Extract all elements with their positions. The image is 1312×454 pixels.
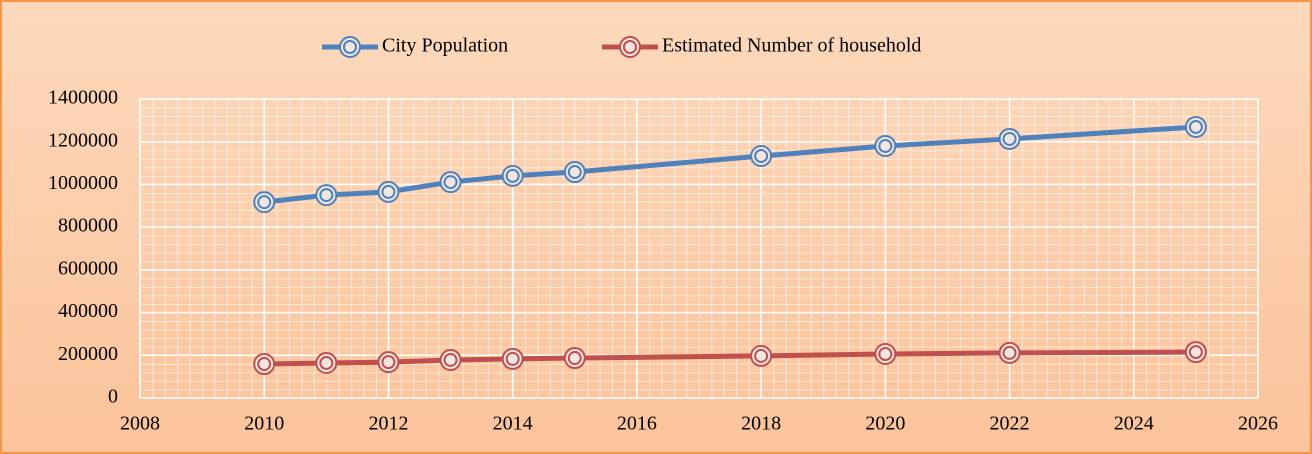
point: [439, 348, 462, 371]
series-line: [263, 124, 1197, 205]
legend-label: Estimated Number of household: [662, 35, 921, 57]
y-tick-label: 1400000: [48, 87, 118, 109]
point-ring: [501, 164, 524, 187]
point-ring: [377, 351, 400, 374]
x-tick-label: 2010: [244, 413, 284, 435]
point-ring: [567, 165, 582, 180]
point: [874, 343, 897, 366]
legend-marker: [619, 36, 641, 58]
point: [253, 191, 276, 214]
point: [315, 184, 338, 207]
x-tick-label: 2008: [120, 413, 160, 435]
point-ring: [505, 351, 520, 366]
x-tick-label: 2016: [617, 413, 657, 435]
point-ring: [874, 134, 897, 157]
y-tick-label: 400000: [58, 300, 118, 322]
point-ring: [439, 171, 462, 194]
point-ring: [315, 351, 338, 374]
point-ring: [443, 352, 458, 367]
point-ring: [257, 357, 272, 372]
point-ring: [343, 40, 357, 54]
point-ring: [623, 40, 637, 54]
x-tick-label: 2022: [990, 413, 1030, 435]
point-ring: [1188, 345, 1203, 360]
x-tick-label: 2018: [741, 413, 781, 435]
point-ring: [1184, 115, 1207, 138]
point: [377, 180, 400, 203]
series-line: [264, 349, 1196, 367]
point: [1184, 341, 1207, 364]
point: [253, 353, 276, 376]
point-ring: [257, 195, 272, 210]
point-ring: [381, 355, 396, 370]
point-ring: [619, 36, 641, 58]
point: [501, 347, 524, 370]
x-tick-label: 2014: [493, 413, 533, 435]
y-tick-label: 600000: [58, 257, 118, 279]
y-tick-label: 0: [108, 386, 118, 408]
point: [377, 351, 400, 374]
point-ring: [253, 191, 276, 214]
x-tick-label: 2020: [865, 413, 905, 435]
point-ring: [754, 348, 769, 363]
x-tick-label: 2026: [1238, 413, 1278, 435]
point-ring: [253, 353, 276, 376]
point-ring: [381, 184, 396, 199]
x-tick-label: 2024: [1114, 413, 1154, 435]
point-ring: [319, 188, 334, 203]
point-ring: [1002, 345, 1017, 360]
point: [1184, 115, 1207, 138]
point-ring: [874, 343, 897, 366]
point: [315, 351, 338, 374]
point-ring: [319, 355, 334, 370]
point-ring: [998, 127, 1021, 150]
y-tick-label: 1200000: [48, 129, 118, 151]
point-ring: [377, 180, 400, 203]
point-ring: [443, 175, 458, 190]
point: [750, 145, 773, 168]
point-ring: [315, 184, 338, 207]
point: [439, 171, 462, 194]
point: [750, 344, 773, 367]
point: [998, 341, 1021, 364]
point-ring: [750, 344, 773, 367]
point: [874, 134, 897, 157]
point-ring: [1002, 131, 1017, 146]
plot-area: [140, 99, 1258, 398]
point-ring: [505, 168, 520, 183]
point-ring: [998, 341, 1021, 364]
point-ring: [563, 161, 586, 184]
legend-marker: [339, 36, 361, 58]
point: [563, 347, 586, 370]
point-ring: [563, 347, 586, 370]
point-ring: [754, 149, 769, 164]
point: [998, 127, 1021, 150]
point-ring: [1188, 119, 1203, 134]
point-ring: [750, 145, 773, 168]
point-ring: [1184, 341, 1207, 364]
point-ring: [501, 347, 524, 370]
point-ring: [439, 348, 462, 371]
y-tick-label: 200000: [58, 343, 118, 365]
x-tick-label: 2012: [368, 413, 408, 435]
point-ring: [878, 347, 893, 362]
y-tick-label: 800000: [58, 215, 118, 237]
point-ring: [567, 351, 582, 366]
y-tick-label: 1000000: [48, 172, 118, 194]
point: [501, 164, 524, 187]
point-ring: [339, 36, 361, 58]
point-ring: [878, 138, 893, 153]
legend-label: City Population: [382, 35, 508, 57]
point: [563, 161, 586, 184]
